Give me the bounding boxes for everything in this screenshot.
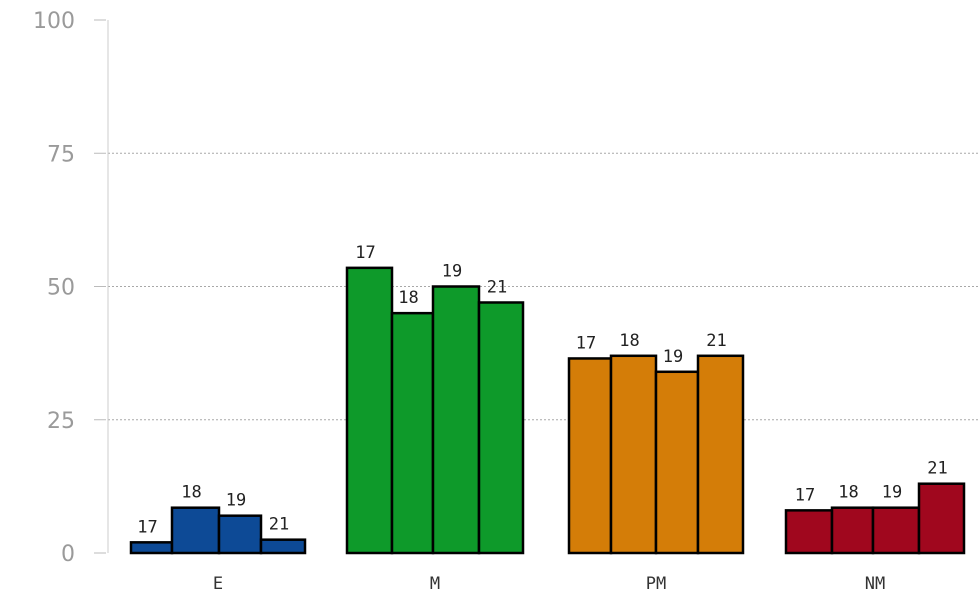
bars: [129, 266, 966, 555]
y-tick-label: 75: [47, 142, 75, 167]
bar-E-21: [259, 538, 307, 555]
data-labels: 17 18 19 21 17 18 19 21 17 18 19 21 17 18 19 21: [137, 243, 947, 537]
bar-NM-18: [830, 506, 875, 555]
x-tick-label: M: [430, 574, 440, 592]
data-label: 17: [355, 243, 375, 263]
y-tick-label: 25: [47, 409, 75, 434]
bar-M-19: [431, 285, 481, 555]
x-tick-label: NM: [865, 574, 885, 592]
bar-M-18: [390, 311, 435, 555]
data-label: 21: [706, 331, 726, 351]
data-label: 21: [487, 277, 507, 297]
y-tick-label: 50: [47, 276, 75, 301]
bar-PM-19: [654, 370, 700, 555]
data-label: 18: [838, 483, 858, 503]
data-label: 19: [882, 483, 902, 503]
data-label: 18: [181, 483, 201, 503]
bar-M-21: [477, 301, 525, 555]
data-label: 21: [269, 515, 289, 535]
data-label: 17: [137, 517, 157, 537]
y-axis-ticks: 0 25 50 75 100: [33, 9, 106, 567]
bar-PM-18: [609, 354, 658, 555]
grid-lines: [108, 152, 978, 421]
data-label: 19: [226, 491, 246, 511]
y-tick-label: 100: [33, 9, 75, 34]
bar-E-19: [217, 514, 263, 555]
bar-NM-21: [917, 482, 966, 555]
x-tick-label: E: [213, 574, 223, 592]
bar-E-18: [170, 506, 221, 555]
data-label: 18: [398, 288, 418, 308]
bar-PM-17: [567, 357, 613, 555]
bar-M-17: [345, 266, 394, 555]
data-label: 19: [442, 262, 462, 282]
bar-E-17: [129, 541, 174, 555]
bar-NM-17: [784, 509, 834, 555]
data-label: 21: [927, 459, 947, 479]
x-axis-ticks: E M PM NM: [213, 574, 885, 592]
data-label: 19: [663, 347, 683, 367]
y-tick-label: 0: [61, 542, 75, 567]
data-label: 18: [619, 331, 639, 351]
bar-PM-21: [696, 354, 745, 555]
x-tick-label: PM: [646, 574, 666, 592]
data-label: 17: [795, 485, 815, 505]
data-label: 17: [576, 333, 596, 353]
bar-NM-19: [871, 506, 921, 555]
